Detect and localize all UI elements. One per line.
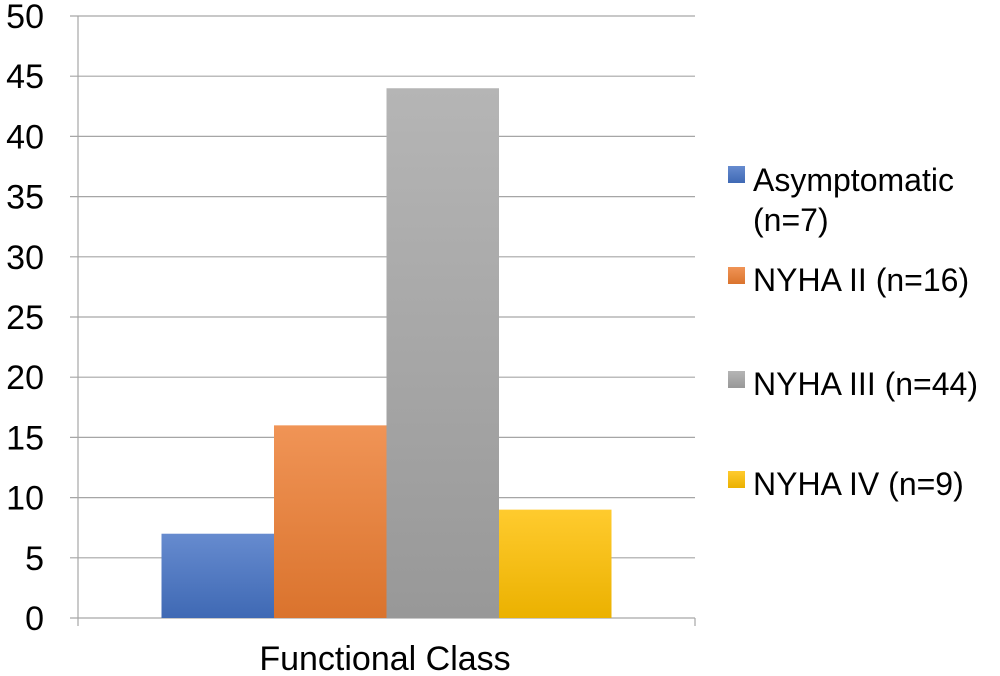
legend-label: (n=7) bbox=[753, 202, 829, 238]
legend-label: NYHA III (n=44) bbox=[753, 366, 978, 402]
y-tick-label: 20 bbox=[6, 359, 44, 397]
legend-label: Asymptomatic bbox=[753, 162, 954, 198]
y-tick-label: 50 bbox=[6, 0, 44, 36]
bar-series-4 bbox=[499, 509, 612, 618]
y-tick-label: 10 bbox=[6, 480, 44, 518]
y-tick-label: 15 bbox=[6, 419, 44, 457]
legend-swatch bbox=[728, 371, 745, 388]
legend-swatch bbox=[728, 166, 745, 183]
axes: 0 5 10 15 20 25 30 35 40 45 50 bbox=[6, 0, 696, 638]
legend-swatch bbox=[728, 267, 745, 284]
legend-label: NYHA II (n=16) bbox=[753, 262, 969, 298]
y-tick-label: 35 bbox=[6, 179, 44, 217]
y-tick-label: 30 bbox=[6, 239, 44, 277]
bars bbox=[161, 88, 612, 619]
legend-label: NYHA IV (n=9) bbox=[753, 466, 964, 502]
bar-series-2 bbox=[274, 425, 387, 618]
y-tick-label: 5 bbox=[25, 540, 44, 578]
bar-series-3 bbox=[386, 88, 499, 619]
bar-series-1 bbox=[161, 533, 274, 618]
legend-swatch bbox=[728, 471, 745, 488]
x-axis-title: Functional Class bbox=[259, 640, 510, 676]
y-tick-label: 45 bbox=[6, 58, 44, 96]
y-tick-label: 0 bbox=[25, 600, 44, 638]
legend: Asymptomatic (n=7) NYHA II (n=16) NYHA III … bbox=[728, 162, 978, 502]
gridlines bbox=[70, 15, 695, 559]
y-tick-label: 40 bbox=[6, 118, 44, 156]
y-tick-label: 25 bbox=[6, 299, 44, 337]
